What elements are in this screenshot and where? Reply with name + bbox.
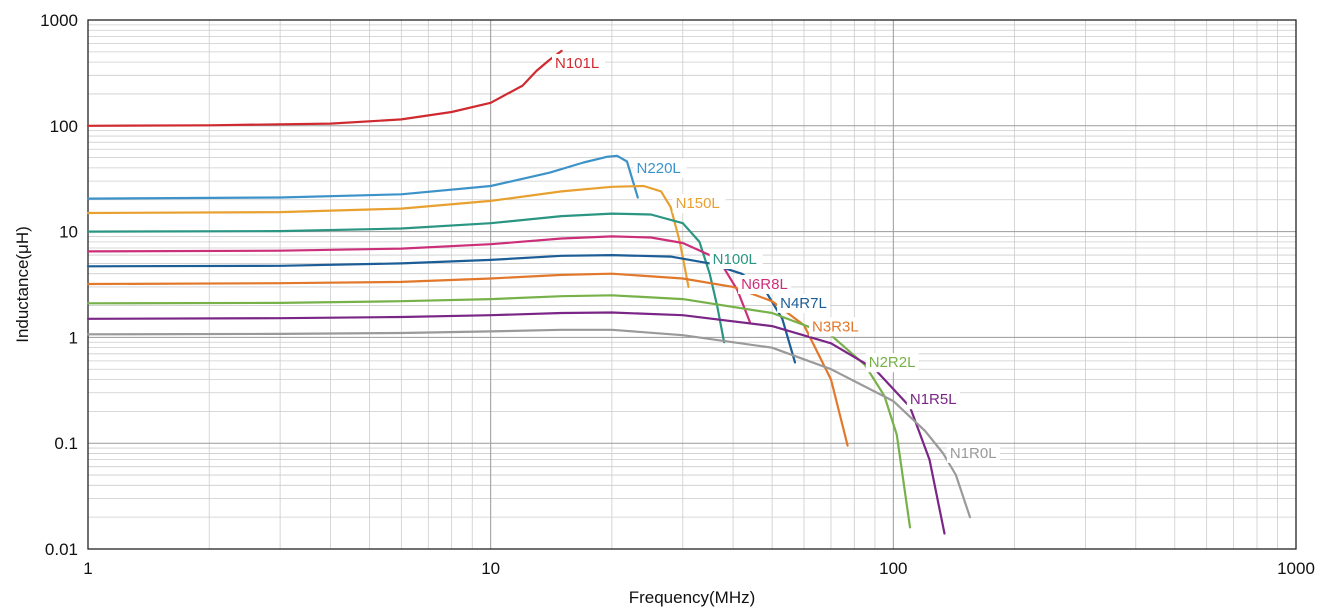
y-tick-label: 1000 [40, 11, 78, 30]
grid-minor-lines [88, 20, 1296, 549]
x-axis-title: Frequency(MHz) [629, 588, 756, 607]
series-line-n150l [86, 184, 690, 288]
y-tick-label: 0.01 [45, 540, 78, 559]
x-tick-label: 10 [481, 559, 500, 578]
series-label-n1r5l: N1R5L [910, 391, 957, 408]
series-label-n4r7l: N4R7L [780, 295, 827, 312]
series-label-bg-n150l [672, 194, 726, 214]
series-label-n100l: N100L [713, 251, 757, 268]
x-tick-label: 100 [879, 559, 907, 578]
grid-major-lines [88, 20, 1296, 549]
series-labels: N101L N220L N150L N100L N6R8L N4R7L N3R3L N2R2L… [551, 54, 1000, 463]
series-line-n101l [86, 49, 563, 127]
y-axis-title: Inductance(μH) [13, 226, 32, 343]
x-tick-label: 1 [83, 559, 92, 578]
series-label-bg-n1r0l [946, 443, 1000, 463]
series-label-n3r3l: N3R3L [812, 318, 859, 335]
series-label-n150l: N150L [676, 195, 720, 212]
series-label-bg-n1r5l [906, 390, 960, 410]
y-axis-tick-labels: 0.01 0.1 1 10 100 1000 [40, 11, 78, 559]
series-label-bg-n101l [551, 54, 605, 74]
series-line-n100l [86, 212, 726, 344]
series-label-bg-n220l [633, 158, 687, 178]
series-label-n1r0l: N1R0L [950, 445, 997, 462]
series-line-n1r0l [86, 328, 972, 519]
series-lines [86, 49, 972, 535]
series-label-n101l: N101L [555, 55, 599, 72]
series-label-n2r2l: N2R2L [869, 354, 916, 371]
series-line-n220l [86, 154, 639, 200]
series-label-bg-n4r7l [777, 293, 831, 313]
series-label-n220l: N220L [637, 160, 681, 177]
series-line-n3r3l [86, 272, 849, 447]
x-axis-tick-labels: 1 10 100 1000 [83, 559, 1315, 578]
series-label-bg-n6r8l [738, 275, 792, 295]
plot-frame [87, 19, 1297, 550]
y-tick-label: 0.1 [54, 434, 78, 453]
y-tick-label: 1 [69, 328, 78, 347]
series-line-n4r7l [86, 254, 797, 364]
y-tick-label: 100 [50, 117, 78, 136]
series-label-bg-n2r2l [865, 353, 919, 373]
x-tick-label: 1000 [1277, 559, 1315, 578]
series-label-bg-n3r3l [809, 317, 863, 337]
series-line-n1r5l [86, 311, 946, 535]
y-tick-label: 10 [59, 223, 78, 242]
series-label-bg-n100l [709, 250, 763, 270]
series-label-n6r8l: N6R8L [741, 276, 788, 293]
series-line-n6r8l [86, 235, 751, 323]
